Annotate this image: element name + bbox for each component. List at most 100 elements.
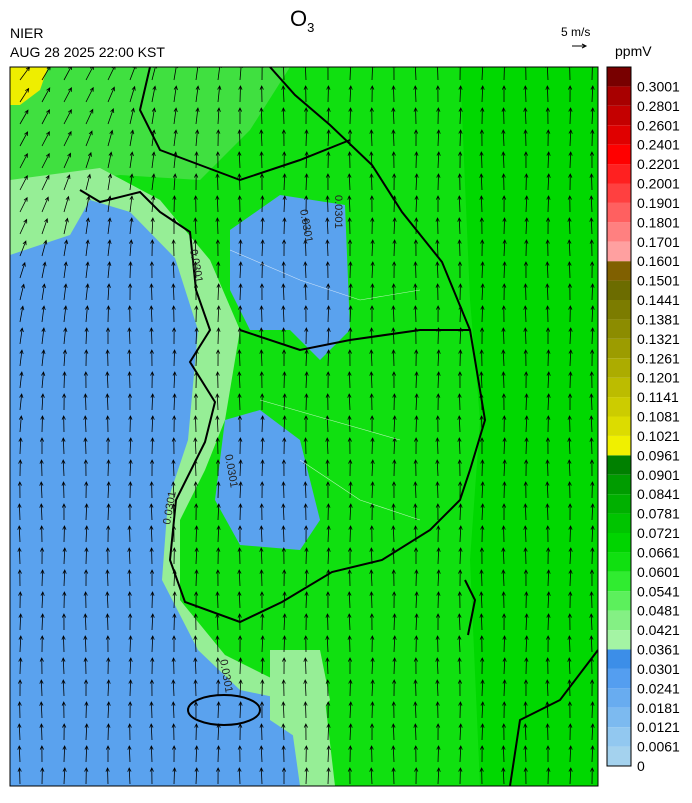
wind-arrow — [326, 85, 331, 103]
wind-arrow — [523, 67, 528, 81]
colorbar-label: 0.0841 — [637, 486, 680, 502]
wind-arrow — [61, 415, 66, 433]
wind-arrow — [215, 371, 220, 389]
wind-arrow — [216, 305, 221, 323]
wind-arrow — [172, 327, 177, 345]
wind-arrow — [523, 701, 528, 719]
wind-arrow — [568, 85, 573, 103]
wind-arrow — [281, 349, 287, 367]
wind-arrow — [259, 701, 265, 719]
wind-arrow — [83, 635, 88, 653]
wind-arrow — [391, 481, 397, 499]
wind-arrow — [127, 767, 132, 785]
wind-arrow — [304, 349, 309, 367]
wind-arrow — [326, 547, 331, 565]
wind-arrow — [303, 85, 308, 103]
wind-arrow — [391, 569, 396, 587]
wind-arrow — [501, 151, 506, 169]
wind-arrow — [347, 415, 352, 433]
wind-arrow — [61, 701, 66, 719]
wind-arrow — [546, 371, 551, 389]
wind-arrow — [436, 767, 441, 785]
wind-arrow — [369, 305, 375, 323]
wind-arrow — [105, 393, 110, 411]
wind-arrow — [193, 261, 198, 279]
wind-arrow — [62, 745, 67, 763]
wind-arrow — [567, 459, 572, 477]
wind-arrow — [149, 525, 154, 543]
wind-arrow — [590, 525, 595, 543]
wind-arrow — [105, 591, 110, 609]
wind-arrow — [524, 371, 529, 389]
wind-arrow — [326, 151, 331, 169]
wind-arrow — [149, 767, 154, 785]
wind-arrow — [348, 503, 353, 521]
wind-arrow — [172, 591, 177, 609]
wind-arrow — [545, 437, 550, 455]
wind-arrow — [413, 107, 418, 125]
wind-arrow — [501, 371, 506, 389]
wind-arrow — [150, 415, 155, 433]
wind-arrow — [149, 701, 154, 719]
wind-arrow — [502, 283, 507, 301]
wind-arrow — [567, 261, 572, 279]
wind-arrow — [85, 217, 90, 235]
wind-arrow — [194, 547, 199, 565]
colorbar-label: 0.0901 — [637, 467, 680, 483]
wind-arrow — [83, 591, 88, 609]
wind-arrow — [414, 173, 419, 191]
wind-arrow — [436, 151, 441, 169]
wind-arrow — [413, 67, 418, 81]
wind-arrow — [215, 415, 220, 433]
wind-arrow — [259, 547, 264, 565]
wind-arrow — [171, 723, 176, 741]
wind-arrow — [127, 547, 132, 565]
wind-arrow — [127, 349, 132, 367]
wind-arrow — [523, 107, 528, 125]
wind-arrow — [281, 459, 286, 477]
wind-arrow — [304, 393, 309, 411]
wind-arrow — [567, 67, 572, 81]
wind-arrow — [149, 503, 154, 521]
wind-arrow — [501, 569, 506, 587]
wind-arrow — [435, 459, 440, 477]
colorbar-swatch — [607, 183, 631, 203]
wind-arrow — [19, 196, 28, 213]
colorbar-frame — [606, 66, 632, 767]
wind-arrow — [435, 481, 440, 499]
wind-arrow — [216, 547, 221, 565]
wind-arrow — [84, 767, 89, 785]
wind-arrow — [325, 393, 330, 411]
wind-arrow — [237, 349, 242, 367]
colorbar-swatch — [607, 397, 631, 417]
wind-arrow — [259, 723, 264, 741]
wind-arrow — [171, 239, 176, 257]
wind-arrow — [436, 393, 441, 411]
wind-arrow — [105, 745, 111, 763]
wind-arrow — [128, 613, 133, 631]
wind-arrow — [325, 195, 330, 213]
colorbar-swatch — [607, 86, 631, 106]
wind-arrow — [502, 657, 507, 675]
wind-arrow — [238, 261, 243, 279]
wind-arrow — [260, 393, 265, 411]
wind-arrow — [567, 701, 572, 719]
map — [10, 67, 598, 786]
wind-arrow — [83, 657, 88, 675]
wind-arrow — [281, 327, 286, 345]
wind-arrow — [502, 217, 507, 235]
wind-arrow — [501, 745, 506, 763]
wind-arrow — [568, 503, 573, 521]
wind-arrow — [238, 657, 243, 675]
wind-arrow — [523, 261, 529, 279]
wind-arrow — [215, 151, 220, 169]
wind-arrow — [568, 305, 573, 323]
wind-arrow — [413, 547, 419, 565]
wind-arrow — [281, 283, 286, 301]
wind-arrow — [304, 745, 309, 763]
wind-arrow — [480, 503, 485, 521]
wind-arrow — [17, 547, 22, 565]
wind-arrow — [41, 239, 48, 257]
wind-arrow — [590, 305, 595, 323]
colorbar-swatch — [607, 338, 631, 359]
